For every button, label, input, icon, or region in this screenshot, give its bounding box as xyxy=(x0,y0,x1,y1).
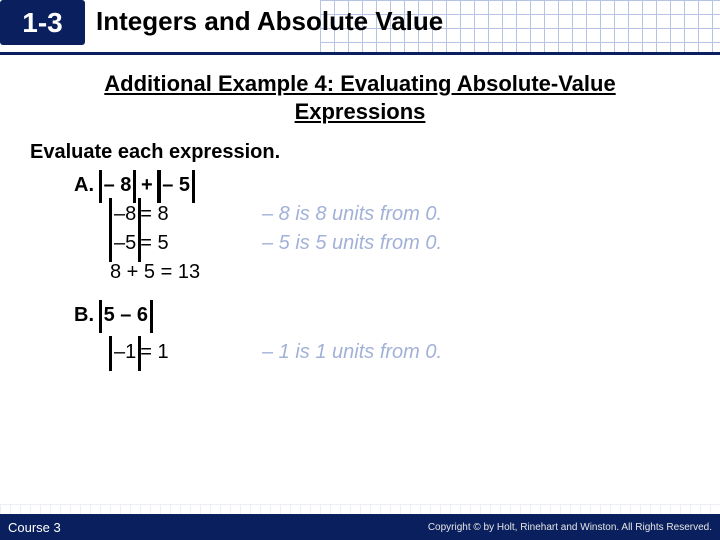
part-a-step2: –5 = 5 – 5 is 5 units from 0. xyxy=(110,232,690,255)
abs-neg5: –5 xyxy=(110,232,140,255)
partb-step1-explain: – 1 is 1 units from 0. xyxy=(262,341,442,364)
step2-expression: –5 = 5 xyxy=(110,232,238,255)
partb-step1-expression: –1 = 1 xyxy=(110,341,238,364)
partb-step1-eq: = 1 xyxy=(140,341,168,364)
footer-grid-bg xyxy=(0,504,720,514)
abs-neg5-problem: – 5 xyxy=(158,174,194,197)
step3-expression: 8 + 5 = 13 xyxy=(110,261,200,284)
abs-5minus6: 5 – 6 xyxy=(100,304,152,327)
example-title-line1: Additional Example 4: Evaluating Absolut… xyxy=(104,71,615,96)
abs-neg8-problem: – 8 xyxy=(100,174,136,197)
lesson-title: Integers and Absolute Value xyxy=(96,6,443,37)
slide-content: Additional Example 4: Evaluating Absolut… xyxy=(0,52,720,364)
evaluate-prompt: Evaluate each expression. xyxy=(30,141,690,164)
part-a-label: A. xyxy=(74,174,94,196)
footer: Course 3 Copyright © by Holt, Rinehart a… xyxy=(0,514,720,540)
part-a-step1: –8 = 8 – 8 is 8 units from 0. xyxy=(110,203,690,226)
example-title-line2: Expressions xyxy=(295,99,426,124)
example-title: Additional Example 4: Evaluating Absolut… xyxy=(30,70,690,125)
step1-explain: – 8 is 8 units from 0. xyxy=(262,203,442,226)
step2-eq: = 5 xyxy=(140,232,168,255)
abs-neg8: –8 xyxy=(110,203,140,226)
part-a-step3: 8 + 5 = 13 xyxy=(110,261,690,284)
lesson-number-box: 1-3 xyxy=(0,0,85,45)
step1-eq: = 8 xyxy=(140,203,168,226)
step2-explain: – 5 is 5 units from 0. xyxy=(262,232,442,255)
copyright-text: Copyright © by Holt, Rinehart and Winsto… xyxy=(428,522,712,533)
course-label: Course 3 xyxy=(8,520,61,535)
part-b-label: B. xyxy=(74,304,94,326)
part-b: B. 5 – 6 xyxy=(74,304,690,327)
lesson-number: 1-3 xyxy=(22,7,62,39)
plus-sign: + xyxy=(141,174,158,196)
part-a: A. – 8 + – 5 xyxy=(74,174,690,197)
header: 1-3 Integers and Absolute Value xyxy=(0,0,720,52)
part-b-step1: –1 = 1 – 1 is 1 units from 0. xyxy=(110,341,690,364)
step1-expression: –8 = 8 xyxy=(110,203,238,226)
abs-neg1: –1 xyxy=(110,341,140,364)
